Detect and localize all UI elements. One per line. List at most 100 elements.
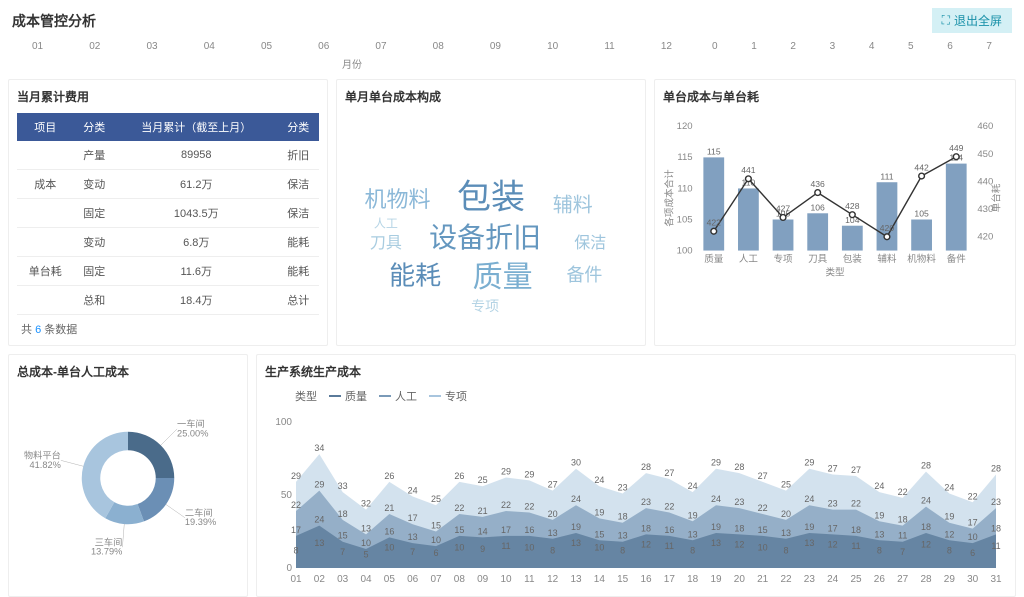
panel-donut: 总成本-单台人工成本 一车间25.00%二车间19.39%三车间13.79%物料… [8, 354, 248, 597]
svg-text:10: 10 [361, 538, 371, 548]
svg-text:17: 17 [408, 513, 418, 523]
svg-text:28: 28 [641, 462, 651, 472]
svg-text:22: 22 [291, 500, 301, 510]
svg-text:29: 29 [524, 469, 534, 479]
svg-text:10: 10 [454, 542, 464, 552]
svg-text:21: 21 [384, 503, 394, 513]
svg-text:12: 12 [641, 539, 651, 549]
svg-text:19: 19 [944, 512, 954, 522]
svg-text:22: 22 [454, 503, 464, 513]
svg-text:13: 13 [711, 538, 721, 548]
svg-text:28: 28 [921, 461, 931, 471]
area-chart-svg: 0501002934333226242526252929273024232827… [265, 408, 1007, 588]
svg-text:100: 100 [677, 245, 693, 256]
page-title: 成本管控分析 [12, 11, 96, 31]
svg-text:19: 19 [594, 507, 604, 517]
svg-text:17: 17 [501, 525, 511, 535]
svg-text:0: 0 [286, 563, 292, 574]
svg-text:11: 11 [991, 541, 1000, 551]
svg-text:17: 17 [968, 518, 978, 528]
svg-text:23: 23 [734, 497, 744, 507]
svg-text:27: 27 [851, 465, 861, 475]
svg-text:449: 449 [949, 143, 964, 153]
panel-monthly-cost: 当月累计费用 项目分类当月累计（截至上月）分类 产量89958折旧成本变动61.… [8, 79, 328, 346]
svg-text:22: 22 [758, 503, 768, 513]
svg-text:20: 20 [781, 509, 791, 519]
panel-wordcloud: 单月单台成本构成 包装机物料辅料设备折旧刀具人工保洁能耗质量备件专项 [336, 79, 646, 346]
svg-text:7: 7 [900, 547, 905, 557]
svg-text:13: 13 [361, 523, 371, 533]
word-专项: 专项 [471, 296, 499, 316]
svg-text:单台耗: 单台耗 [990, 183, 1002, 212]
word-机物料: 机物料 [365, 182, 431, 214]
word-辅料: 辅料 [553, 188, 593, 217]
svg-text:9: 9 [480, 544, 485, 554]
svg-text:27: 27 [758, 471, 768, 481]
svg-text:19.39%: 19.39% [185, 517, 216, 527]
svg-text:18: 18 [991, 523, 1001, 533]
svg-text:8: 8 [947, 545, 952, 555]
svg-text:15: 15 [454, 525, 464, 535]
svg-text:16: 16 [384, 526, 394, 536]
svg-text:436: 436 [811, 179, 826, 189]
svg-text:41.82%: 41.82% [30, 460, 61, 470]
svg-text:25.00%: 25.00% [177, 428, 208, 438]
panel-combo-chart: 单台成本与单台耗 1001051101151204204304404504601… [654, 79, 1016, 346]
svg-text:11: 11 [501, 541, 510, 551]
svg-text:13.79%: 13.79% [91, 547, 122, 557]
svg-text:14: 14 [478, 526, 488, 536]
svg-text:24: 24 [408, 485, 418, 495]
svg-text:22: 22 [898, 487, 908, 497]
svg-text:24: 24 [921, 496, 931, 506]
svg-text:8: 8 [550, 545, 555, 555]
svg-text:29: 29 [314, 480, 324, 490]
svg-text:6: 6 [433, 548, 438, 558]
svg-text:27: 27 [828, 464, 838, 474]
svg-text:8: 8 [690, 545, 695, 555]
svg-text:450: 450 [977, 149, 993, 160]
svg-text:115: 115 [707, 147, 721, 157]
svg-text:15: 15 [594, 529, 604, 539]
svg-text:13: 13 [781, 528, 791, 538]
svg-text:29: 29 [501, 466, 511, 476]
svg-text:10: 10 [524, 542, 534, 552]
svg-text:18: 18 [921, 522, 931, 532]
svg-text:7: 7 [340, 547, 345, 557]
word-设备折旧: 设备折旧 [429, 216, 541, 256]
svg-text:13: 13 [408, 532, 418, 542]
word-保洁: 保洁 [574, 229, 606, 253]
svg-text:29: 29 [291, 471, 301, 481]
exit-fullscreen-button[interactable]: ⛶ 退出全屏 [932, 8, 1012, 33]
svg-text:18: 18 [641, 523, 651, 533]
top-axis-months: 010203040506070809101112 月份 [12, 41, 692, 71]
panel-area-chart: 生产系统生产成本 类型质量人工专项 0501002934333226242526… [256, 354, 1016, 597]
svg-text:25: 25 [431, 494, 441, 504]
svg-text:33: 33 [338, 481, 348, 491]
svg-text:23: 23 [991, 497, 1001, 507]
top-axis-right: 01234567 [692, 41, 1012, 71]
svg-text:111: 111 [880, 171, 893, 181]
svg-text:24: 24 [594, 475, 604, 485]
svg-text:8: 8 [620, 545, 625, 555]
svg-text:106: 106 [811, 202, 826, 212]
exit-icon: ⛶ [942, 13, 950, 28]
svg-text:各项成本合计: 各项成本合计 [664, 169, 676, 227]
svg-text:10: 10 [594, 542, 604, 552]
svg-text:24: 24 [711, 494, 721, 504]
svg-text:18: 18 [898, 515, 908, 525]
svg-text:23: 23 [641, 497, 651, 507]
svg-text:17: 17 [828, 523, 838, 533]
word-包装: 包装 [457, 169, 525, 218]
svg-text:24: 24 [688, 481, 698, 491]
svg-text:类型: 类型 [825, 266, 845, 278]
word-人工: 人工 [374, 214, 398, 231]
svg-text:7: 7 [410, 547, 415, 557]
svg-text:120: 120 [677, 121, 693, 132]
svg-text:18: 18 [338, 509, 348, 519]
svg-text:22: 22 [851, 499, 861, 509]
svg-text:24: 24 [314, 515, 324, 525]
svg-text:27: 27 [548, 480, 558, 490]
svg-text:备件: 备件 [947, 253, 967, 265]
panel-title: 总成本-单台人工成本 [17, 363, 239, 380]
svg-text:10: 10 [758, 542, 768, 552]
